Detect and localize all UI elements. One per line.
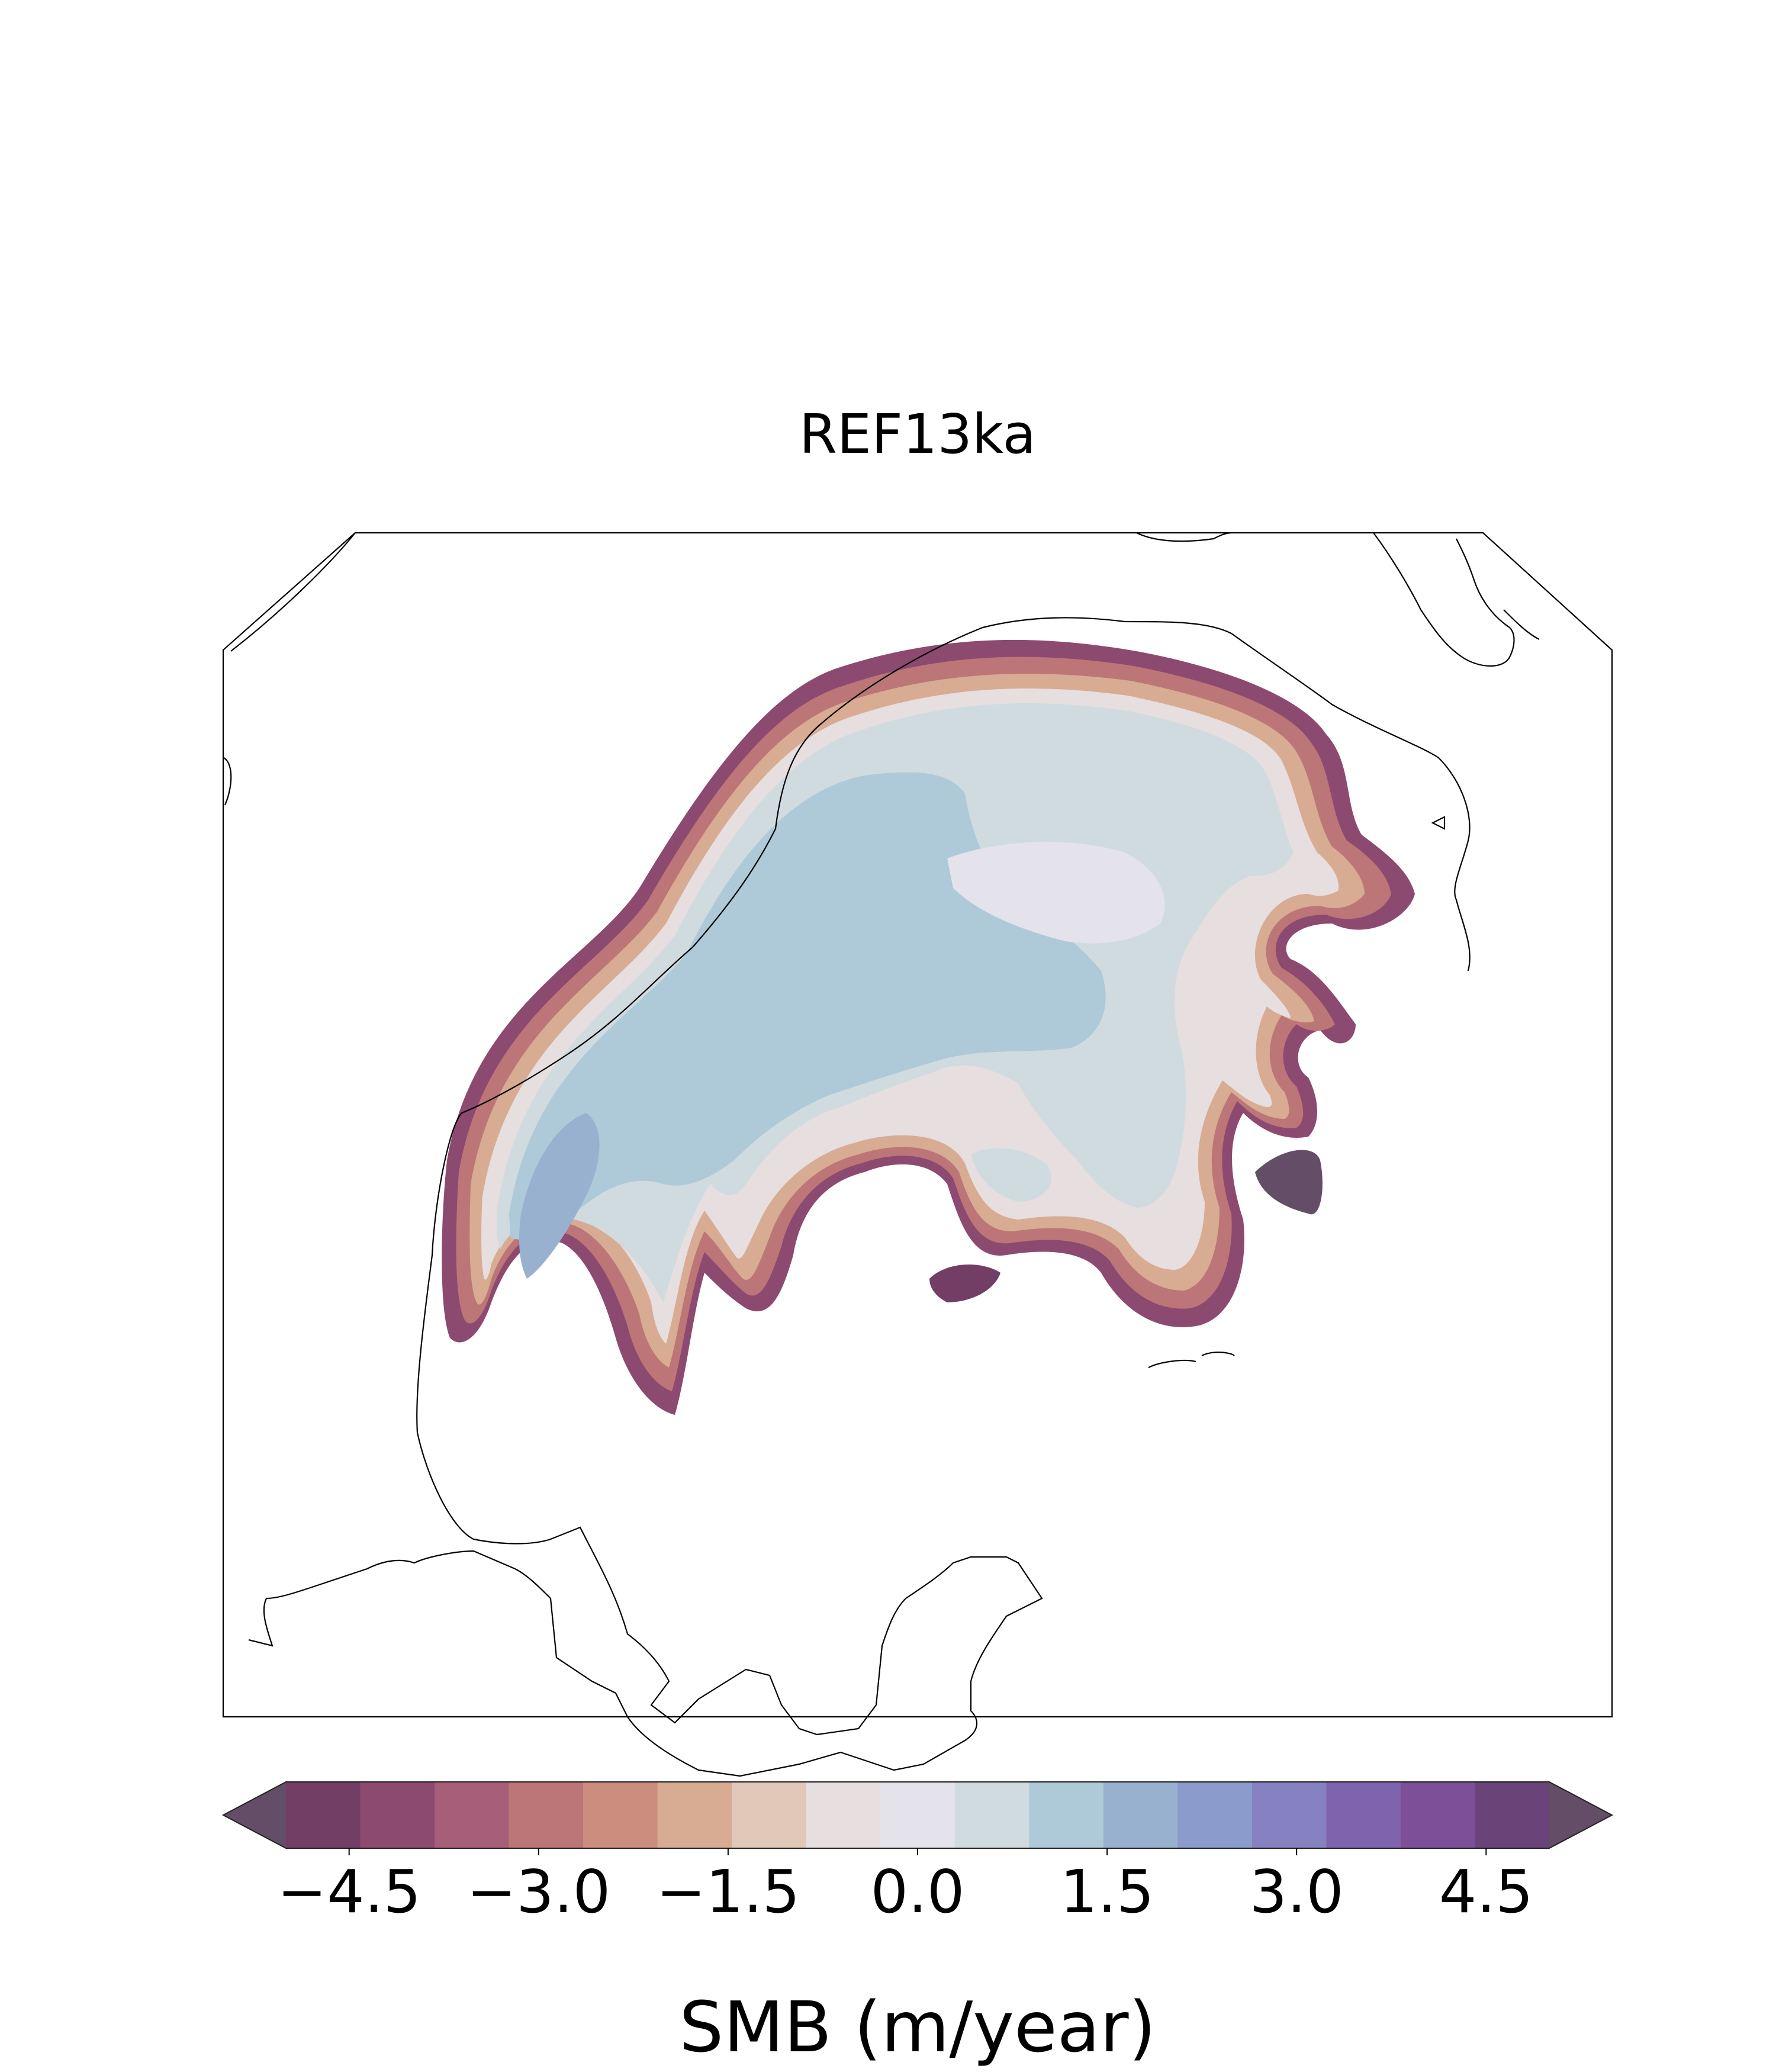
colorbar-tick-label: −3.0 — [466, 1857, 610, 1926]
colorbar-cell — [286, 1782, 361, 1848]
smb-field — [442, 639, 1415, 1415]
colorbar-tick-label: 4.5 — [1439, 1857, 1533, 1926]
colorbar-cell — [1400, 1782, 1476, 1848]
colorbar-cell — [360, 1782, 435, 1848]
colorbar-outline — [221, 1781, 1614, 1849]
colorbar-cell — [1475, 1782, 1550, 1848]
colorbar-tick-label: 3.0 — [1250, 1857, 1344, 1926]
smb-island-1 — [929, 1265, 1000, 1302]
colorbar-cell — [1177, 1782, 1253, 1848]
colorbar-tick-label: 1.5 — [1060, 1857, 1154, 1926]
colorbar-cell — [880, 1782, 955, 1848]
smb-island-2 — [1255, 1150, 1323, 1215]
colorbar-cells — [221, 1781, 1614, 1849]
colorbar-tick-label: −4.5 — [277, 1857, 421, 1926]
colorbar-tick-label: −1.5 — [656, 1857, 800, 1926]
colorbar-extend-high — [1549, 1782, 1612, 1848]
colorbar-cell — [583, 1782, 658, 1848]
smb-band-7 — [519, 1113, 600, 1279]
colorbar: −4.5 −3.0 −1.5 0.0 1.5 3.0 4.5 SMB (m/year) — [221, 1781, 1614, 2068]
colorbar-cell — [732, 1782, 807, 1848]
colorbar-cell — [435, 1782, 510, 1848]
coastline-main — [223, 532, 1540, 1777]
map-panel — [222, 532, 1613, 1777]
colorbar-tick-label: 0.0 — [870, 1857, 964, 1926]
colorbar-cell — [1103, 1782, 1178, 1848]
colorbar-cell — [1029, 1782, 1104, 1848]
colorbar-cell — [509, 1782, 584, 1848]
colorbar-cell — [657, 1782, 732, 1848]
colorbar-cell — [1251, 1782, 1327, 1848]
coastlines — [222, 532, 1613, 1777]
map-boundary — [222, 532, 1613, 1718]
smb-patch-south — [971, 1148, 1052, 1202]
colorbar-cell — [806, 1782, 881, 1848]
colorbar-cell — [1326, 1782, 1401, 1848]
colorbar-extend-low — [223, 1782, 286, 1848]
smb-patch-east — [947, 841, 1165, 944]
chart-title: REF13ka — [799, 403, 1036, 466]
colorbar-cell — [954, 1782, 1029, 1848]
colorbar-ticks: −4.5 −3.0 −1.5 0.0 1.5 3.0 4.5 — [277, 1848, 1533, 1926]
colorbar-label: SMB (m/year) — [679, 1986, 1156, 2068]
